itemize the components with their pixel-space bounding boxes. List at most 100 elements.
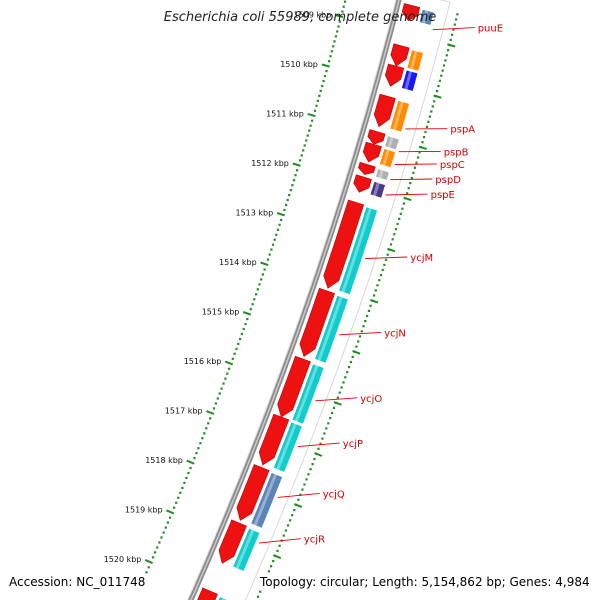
gene-arrow[interactable] [367,129,386,145]
gene-arrow[interactable] [323,199,365,289]
gene-label[interactable]: pspE [431,190,455,201]
gene-cog-bar[interactable] [209,595,231,600]
gene-cog-bar[interactable] [384,135,400,151]
gene-label[interactable]: ycjP [343,439,363,450]
scale-tick-outer [305,478,308,481]
scale-tick-inner [201,437,204,440]
gene-arrow[interactable] [277,355,311,418]
scale-tick-inner [315,104,318,107]
scale-label: 1516 kbp [184,357,222,366]
gene-cog-bar[interactable] [232,527,261,572]
genome-backbone-highlight [190,0,400,600]
gene-label[interactable]: pspC [440,160,465,171]
scale-tick-major [321,63,330,68]
gene-label[interactable]: ycjQ [323,489,345,500]
scale-tick-outer [297,498,300,501]
scale-tick-outer [406,192,409,195]
gene-label[interactable]: ycjO [360,394,382,405]
gene-arrow[interactable] [401,3,421,21]
scale-tick-outer [364,320,367,323]
scale-tick-outer [351,355,354,358]
gene-cog-bar[interactable] [369,180,387,199]
gene-cog-bar[interactable] [291,363,325,425]
scale-tick-outer [311,463,314,466]
scale-tick-outer [425,125,429,128]
scale-tick-outer [340,386,343,389]
gene-label-leader [394,163,437,165]
scale-tick-major-outer [387,247,396,253]
scale-tick-outer [332,406,336,409]
scale-tick-outer [412,171,415,174]
scale-tick-inner [156,546,159,549]
gene-arrow[interactable] [353,174,372,193]
gene-cog-bar[interactable] [400,69,419,92]
gene-label[interactable]: ycjM [410,253,433,264]
scale-tick-outer [355,345,358,348]
scale-tick-inner [231,357,234,360]
scale-tick-inner [222,382,225,385]
scale-tick-outer [278,544,281,547]
gene-arrow[interactable] [258,413,290,466]
scale-label: 1520 kbp [104,555,142,564]
gene-arrow[interactable] [299,287,335,357]
scale-tick-inner [316,99,319,102]
scale-tick-inner [193,457,196,460]
scale-tick-outer [259,590,262,593]
gene-label[interactable]: pspB [444,147,469,158]
gene-arrow[interactable] [236,464,270,521]
gene-arrow[interactable] [390,43,410,67]
gene-cog-bar[interactable] [314,294,349,364]
scale-tick-inner [195,452,198,455]
gene-label[interactable]: ycjN [384,328,406,339]
scale-tick-inner [332,45,335,48]
scale-tick-outer [438,79,441,82]
gene-cog-bar[interactable] [250,471,284,529]
scale-tick-inner [189,466,192,470]
gene-cog-bar[interactable] [338,206,379,296]
gene-cog-bar[interactable] [272,421,303,473]
gene-arrow[interactable] [358,161,376,175]
scale-tick-outer [293,509,296,512]
scale-tick-inner [216,397,219,400]
scale-tick-inner [207,422,210,425]
gene-cog-bar[interactable] [389,99,410,133]
gene-cog-bar-shine [317,296,343,362]
scale-tick-outer [430,110,433,113]
scale-label: 1512 kbp [251,159,289,168]
gene-arrow[interactable] [195,587,218,600]
scale-tick-inner [303,144,306,147]
gene-label-leader [385,193,428,196]
scale-tick-major-outer [273,554,282,560]
scale-tick-inner [256,288,259,291]
scale-tick-outer [346,371,349,374]
scale-tick-inner [185,476,188,479]
scale-tick-inner [220,387,223,390]
gene-cog-bar[interactable] [375,168,390,181]
scale-tick-inner [296,169,299,172]
scale-tick-inner [305,139,308,142]
gene-label[interactable]: pspA [450,125,475,136]
gene-label[interactable]: ycjR [304,535,325,546]
scale-tick-outer [270,565,273,568]
gene-arrow[interactable] [362,141,382,163]
scale-tick-outer [444,59,447,62]
gene-label[interactable]: pspD [435,175,461,186]
gene-arrow[interactable] [218,519,247,564]
scale-tick-inner [268,253,271,256]
scale-tick-inner [276,228,280,231]
scale-tick-inner [249,308,252,311]
scale-tick-inner [337,25,340,28]
gene-cog-bar[interactable] [378,147,396,169]
gene-cog-bar[interactable] [418,8,435,26]
scale-tick-outer [309,468,312,471]
gene-label[interactable]: puuE [478,24,503,35]
scale-tick-outer [393,233,396,236]
gene-cog-bar[interactable] [406,49,424,72]
gene-arrow[interactable] [384,63,405,87]
gene-arrow[interactable] [373,93,396,128]
scale-tick-outer [276,549,279,552]
scale-tick-outer [407,187,410,190]
gene-label-leader [277,492,320,498]
scale-tick-outer [427,120,430,123]
scale-tick-outer [342,381,345,384]
